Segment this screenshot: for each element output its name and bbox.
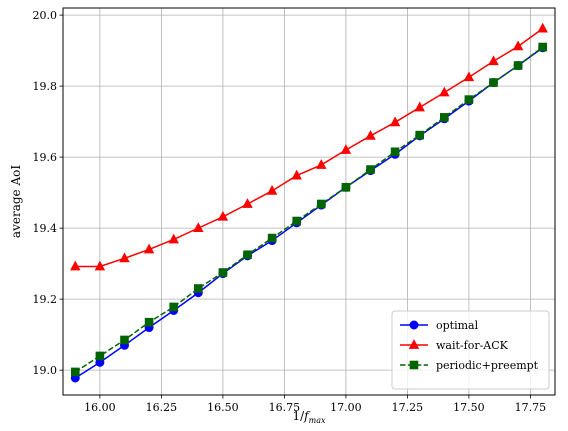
data-point <box>464 95 474 104</box>
data-point <box>340 144 352 154</box>
legend-marker <box>409 360 419 370</box>
x-tick-label: 16.75 <box>269 401 301 414</box>
data-point <box>439 86 450 97</box>
legend-marker <box>408 339 420 349</box>
data-point <box>218 268 228 277</box>
x-tick-label: 17.50 <box>453 401 485 414</box>
legend-box <box>391 310 550 390</box>
data-point <box>94 260 106 271</box>
x-tick-label: 16.25 <box>146 401 178 414</box>
data-point <box>143 243 155 254</box>
data-point <box>119 252 130 263</box>
data-point <box>70 260 81 271</box>
y-tick-label: 19.6 <box>33 151 58 164</box>
series-wait-for-ack <box>70 22 548 271</box>
y-tick-label: 19.0 <box>33 364 58 377</box>
x-axis-label: 1/fmax <box>292 409 325 425</box>
y-axis-label: average AoI <box>9 165 23 238</box>
x-axis-label-subscript: max <box>309 416 326 425</box>
grid <box>63 8 555 395</box>
data-point <box>390 147 400 157</box>
x-tick-label: 17.75 <box>515 401 547 414</box>
legend-label: wait-for-ACK <box>436 339 509 352</box>
x-tick-label: 16.50 <box>207 401 239 414</box>
series-layer <box>70 22 548 383</box>
series-periodic-preempt <box>71 42 548 377</box>
data-point <box>341 182 351 192</box>
data-point <box>488 55 499 66</box>
series-line <box>75 27 544 268</box>
data-point <box>366 165 375 174</box>
plot-frame <box>62 7 556 396</box>
data-point <box>266 184 278 195</box>
x-tick-label: 17.00 <box>330 401 362 414</box>
data-point <box>217 210 229 221</box>
data-point <box>463 71 475 82</box>
y-tick-label: 19.8 <box>33 80 58 93</box>
data-point <box>267 233 277 243</box>
data-point <box>489 78 498 87</box>
data-point <box>292 216 301 226</box>
legend: optimal wait-for-ACK periodic+preempt <box>391 310 550 390</box>
legend-label: periodic+preempt <box>436 359 539 372</box>
data-point <box>193 222 204 233</box>
x-tick-label: 17.25 <box>392 401 424 414</box>
data-point <box>538 42 548 52</box>
data-point <box>513 61 523 70</box>
legend-marker <box>409 320 419 330</box>
data-point <box>95 351 105 361</box>
legend-label: optimal <box>436 319 479 332</box>
data-point <box>243 250 252 260</box>
y-tick-label: 19.4 <box>33 222 58 235</box>
data-point <box>440 113 449 122</box>
data-point <box>291 169 302 180</box>
data-point <box>169 302 178 312</box>
axis-ticks: 16.00 16.25 16.50 16.75 17.00 17.25 17.50 17.75… <box>33 9 547 414</box>
y-tick-label: 20.0 <box>33 9 58 22</box>
data-point <box>415 130 424 140</box>
data-point <box>537 22 548 33</box>
x-tick-label: 16.00 <box>84 401 116 414</box>
data-point <box>194 284 203 293</box>
y-tick-label: 19.2 <box>33 293 58 306</box>
data-point <box>120 335 129 345</box>
data-point <box>414 101 425 112</box>
data-point <box>316 159 327 169</box>
data-point <box>168 233 179 244</box>
data-point <box>317 199 326 209</box>
data-point <box>512 40 524 51</box>
data-point <box>71 367 80 377</box>
data-point <box>389 116 401 127</box>
data-point <box>242 198 253 208</box>
data-point <box>144 317 154 327</box>
x-axis-label-italic: f <box>303 409 311 423</box>
x-axis-label-main: 1/ <box>292 409 305 423</box>
data-point <box>365 129 376 140</box>
